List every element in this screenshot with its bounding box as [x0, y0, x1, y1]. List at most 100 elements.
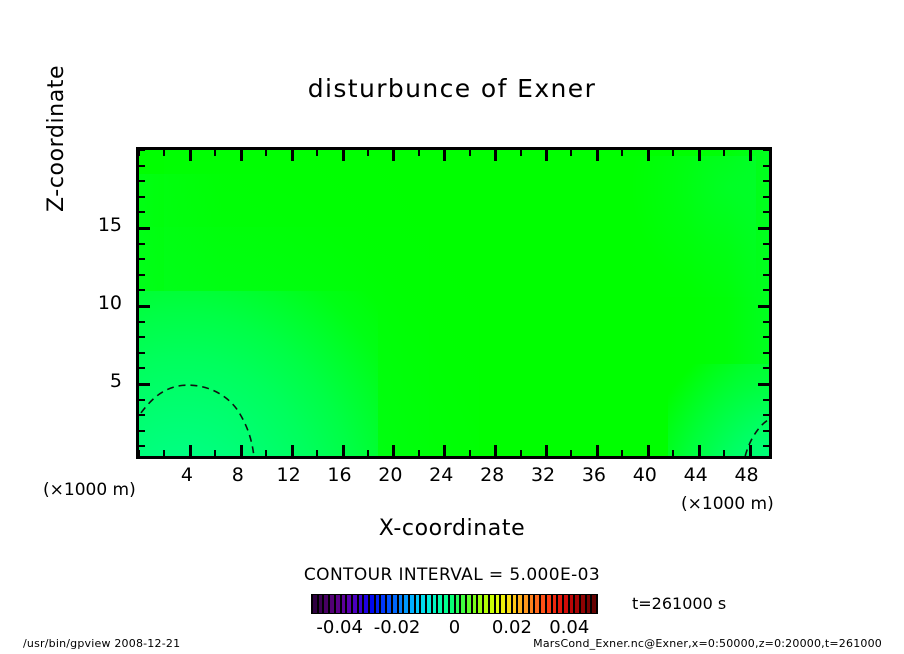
colorbar-cell-5 — [340, 595, 347, 613]
x-tick-label-28: 28 — [480, 464, 505, 486]
y-tick-left-20 — [139, 150, 145, 151]
colorbar-cell-31 — [488, 595, 495, 613]
colorbar-cell-19 — [420, 595, 427, 613]
y-tick-label-10: 10 — [97, 292, 122, 314]
colorbar-cell-18 — [414, 595, 421, 613]
colorbar-cell-1 — [317, 595, 324, 613]
colorbar-cell-28 — [471, 595, 478, 613]
x-tick-bottom-36 — [595, 445, 599, 456]
colorbar-cell-35 — [511, 595, 518, 613]
x-tick-top-4 — [188, 150, 192, 161]
x-tick-bottom-46 — [723, 450, 726, 456]
contour-interval-label: CONTOUR INTERVAL = 5.000E-03 — [303, 565, 601, 585]
x-tick-top-36 — [595, 150, 599, 161]
x-tick-bottom-44 — [697, 445, 701, 456]
x-tick-top-10 — [265, 150, 268, 156]
colorbar-cell-37 — [523, 595, 529, 613]
x-tick-top-22 — [417, 150, 420, 156]
colorbar-cell-43 — [557, 595, 563, 613]
colorbar-cell-13 — [386, 595, 392, 613]
colorbar-cell-17 — [408, 595, 415, 613]
y-tick-left-18 — [139, 180, 145, 183]
y-tick-label-5: 5 — [109, 370, 122, 392]
x-tick-bottom-28 — [494, 445, 498, 456]
y-tick-right-20 — [763, 150, 769, 151]
colorbar-cell-30 — [483, 595, 489, 613]
colorbar-cell-12 — [380, 595, 387, 613]
x-tick-top-18 — [366, 150, 369, 156]
colorbar-cell-27 — [465, 595, 472, 613]
x-tick-top-6 — [214, 150, 217, 156]
x-tick-label-8: 8 — [231, 464, 244, 486]
x-tick-bottom-42 — [672, 450, 675, 456]
colorbar-cell-0 — [312, 595, 318, 613]
y-tick-left-10 — [139, 305, 150, 308]
x-tick-bottom-20 — [392, 445, 396, 456]
colorbar-cell-16 — [403, 595, 409, 613]
x-tick-top-40 — [646, 150, 650, 161]
y-tick-left-1 — [139, 445, 145, 448]
y-tick-left-5 — [139, 383, 150, 386]
colorbar-tick-label-2: 0 — [448, 617, 461, 638]
x-tick-bottom-24 — [443, 445, 447, 456]
colorbar-cell-36 — [517, 595, 524, 613]
contour-line-lower-right — [744, 420, 768, 456]
x-tick-bottom-16 — [341, 445, 345, 456]
x-tick-top-28 — [494, 150, 498, 161]
colorbar-cell-24 — [448, 595, 455, 613]
y-tick-left-16 — [139, 211, 145, 214]
colorbar-tick-label-0: -0.04 — [316, 617, 363, 638]
x-tick-top-32 — [545, 150, 549, 161]
x-tick-bottom-10 — [265, 450, 268, 456]
colorbar-cell-9 — [363, 595, 370, 613]
colorbar-cell-7 — [351, 595, 358, 613]
colorbar-tick-label-4: 0.04 — [549, 617, 590, 638]
x-tick-label-36: 36 — [581, 464, 606, 486]
y-tick-left-6 — [139, 367, 145, 370]
colorbar-cell-38 — [528, 595, 535, 613]
y-tick-left-15 — [139, 227, 150, 230]
x-tick-top-12 — [290, 150, 294, 161]
colorbar-cell-23 — [443, 595, 449, 613]
colorbar-cell-20 — [426, 595, 432, 613]
y-tick-right-14 — [763, 242, 769, 245]
colorbar — [311, 594, 598, 614]
colorbar-cell-26 — [460, 595, 466, 613]
y-tick-right-5 — [758, 383, 769, 386]
x-tick-label-24: 24 — [429, 464, 454, 486]
colorbar-cell-14 — [391, 595, 398, 613]
x-tick-top-38 — [621, 150, 624, 156]
x-axis-title: X-coordinate — [378, 516, 526, 541]
colorbar-cell-41 — [545, 595, 552, 613]
x-tick-bottom-8 — [239, 445, 243, 456]
y-tick-right-15 — [758, 227, 769, 230]
colorbar-cell-33 — [500, 595, 506, 613]
x-tick-label-16: 16 — [327, 464, 352, 486]
x-tick-top-34 — [570, 150, 573, 156]
plot-frame — [136, 147, 772, 459]
colorbar-cell-45 — [568, 595, 575, 613]
y-tick-right-1 — [763, 445, 769, 448]
colorbar-cell-49 — [591, 595, 598, 613]
x-tick-label-32: 32 — [530, 464, 556, 486]
x-tick-bottom-38 — [621, 450, 624, 456]
colorbar-cell-29 — [477, 595, 484, 613]
colorbar-cell-42 — [551, 595, 558, 613]
x-tick-top-0 — [139, 150, 140, 156]
x-tick-label-20: 20 — [378, 464, 403, 486]
x-tick-top-20 — [392, 150, 396, 161]
y-tick-left-13 — [139, 258, 145, 261]
contour-field — [139, 150, 769, 456]
colorbar-cell-2 — [323, 595, 330, 613]
y-tick-right-2 — [763, 429, 769, 432]
y-tick-left-11 — [139, 289, 145, 292]
colorbar-cell-10 — [369, 595, 375, 613]
x-axis-unit-left: (×1000 m) — [43, 480, 136, 500]
x-tick-bottom-22 — [417, 450, 420, 456]
colorbar-cell-4 — [334, 595, 341, 613]
x-tick-top-2 — [163, 150, 166, 156]
colorbar-cell-22 — [437, 595, 444, 613]
y-axis-title: Z-coordinate — [44, 64, 69, 212]
x-tick-top-26 — [468, 150, 471, 156]
y-tick-right-17 — [763, 195, 769, 198]
